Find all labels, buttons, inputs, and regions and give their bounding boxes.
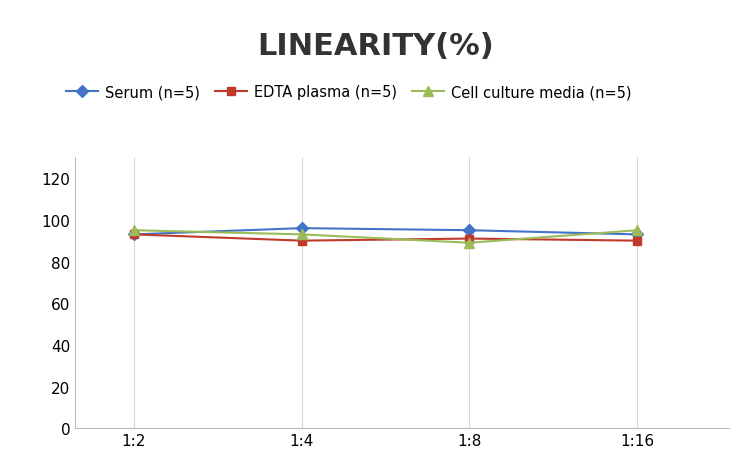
Serum (n=5)	[632, 232, 641, 238]
EDTA plasma (n=5)	[129, 232, 138, 238]
Line: Serum (n=5): Serum (n=5)	[130, 225, 641, 239]
Serum (n=5)	[129, 232, 138, 238]
Serum (n=5)	[297, 226, 306, 231]
Line: Cell culture media (n=5): Cell culture media (n=5)	[129, 226, 642, 248]
EDTA plasma (n=5)	[297, 239, 306, 244]
EDTA plasma (n=5)	[632, 239, 641, 244]
Legend: Serum (n=5), EDTA plasma (n=5), Cell culture media (n=5): Serum (n=5), EDTA plasma (n=5), Cell cul…	[60, 79, 637, 106]
EDTA plasma (n=5)	[465, 236, 474, 242]
Line: EDTA plasma (n=5): EDTA plasma (n=5)	[130, 231, 641, 245]
Serum (n=5)	[465, 228, 474, 234]
Cell culture media (n=5)	[632, 228, 641, 234]
Cell culture media (n=5)	[465, 240, 474, 246]
Text: LINEARITY(%): LINEARITY(%)	[258, 32, 494, 60]
Cell culture media (n=5)	[129, 228, 138, 234]
Cell culture media (n=5)	[297, 232, 306, 238]
